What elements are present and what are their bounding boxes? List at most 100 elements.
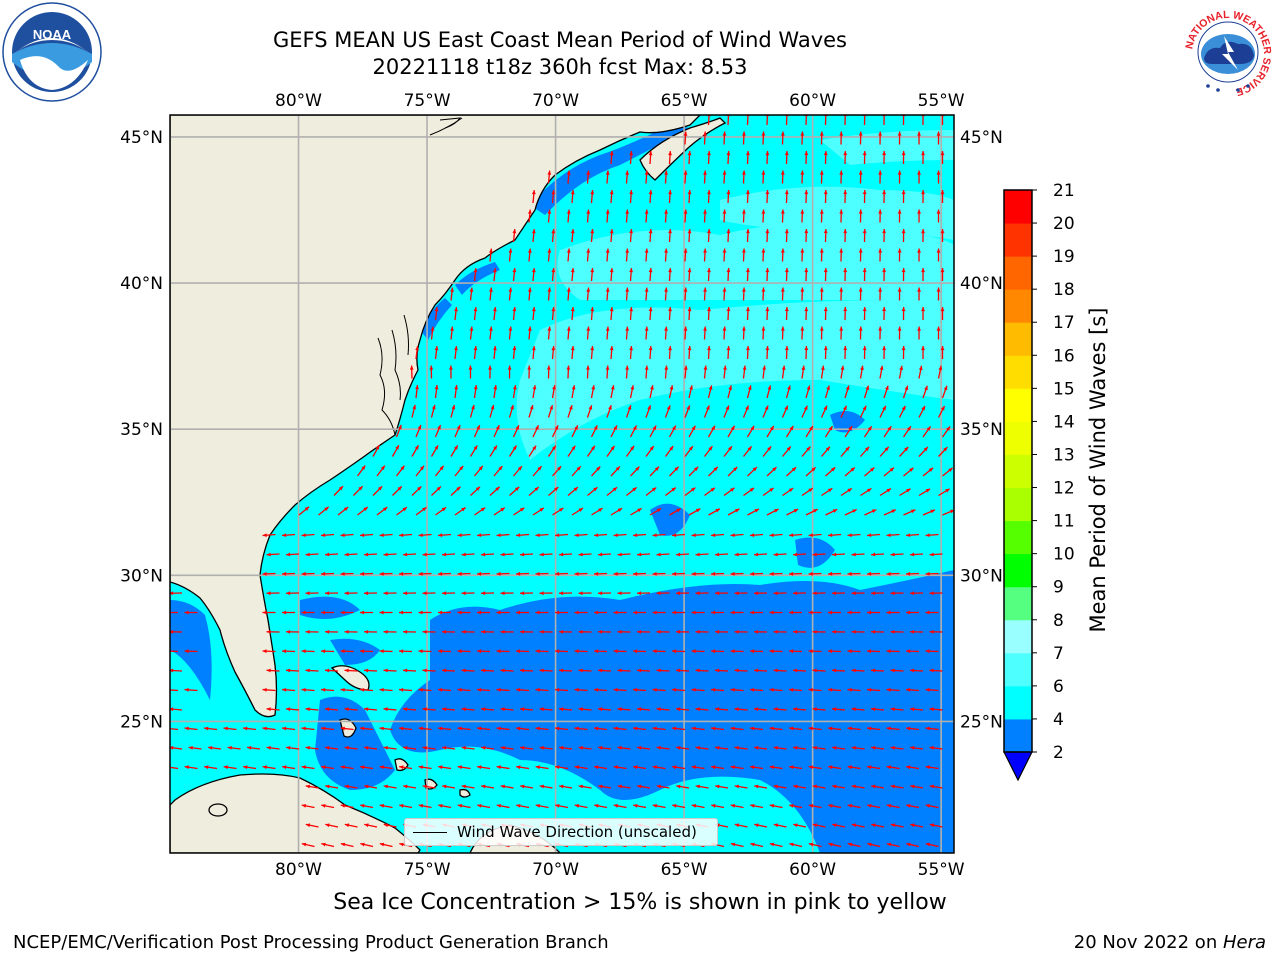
- wave-direction-arrowhead: [301, 571, 306, 576]
- wave-direction-arrowhead: [654, 466, 660, 471]
- wave-direction-arrowhead: [847, 765, 852, 770]
- left-latitude-label: 30°N: [120, 566, 163, 586]
- wave-direction-arrowhead: [566, 287, 571, 292]
- wave-direction-arrowhead: [551, 190, 556, 195]
- wave-direction-arrowhead: [761, 326, 766, 331]
- wave-direction-arrowhead: [382, 507, 388, 512]
- wave-direction-arrowhead: [668, 229, 672, 234]
- wave-direction-arrowhead: [808, 842, 814, 847]
- wave-direction-arrowhead: [889, 467, 894, 472]
- wave-direction-arrowhead: [925, 649, 930, 654]
- sea-ice-note: Sea Ice Concentration > 15% is shown in …: [333, 890, 947, 915]
- wave-direction-arrowhead: [625, 209, 630, 214]
- wave-direction-arrowhead: [695, 707, 700, 712]
- wave-direction-arrowhead: [493, 307, 497, 312]
- wave-direction-arrowhead: [890, 707, 895, 712]
- wave-direction-arrowhead: [804, 190, 809, 195]
- wave-direction-arrowhead: [546, 365, 551, 370]
- wave-direction-arrowhead: [590, 307, 595, 312]
- wave-direction-arrowhead: [789, 842, 794, 847]
- wave-direction-arrowhead: [399, 842, 404, 847]
- wave-direction-arrowhead: [496, 803, 502, 808]
- wave-direction-arrowhead: [461, 507, 466, 512]
- wave-direction-arrowhead: [637, 668, 642, 673]
- wave-direction-arrowhead: [750, 842, 755, 847]
- wave-direction-arrowhead: [788, 488, 794, 492]
- wave-direction-arrowhead: [866, 488, 872, 493]
- wave-direction-arrowhead: [520, 552, 525, 557]
- wave-direction-arrowhead: [282, 765, 287, 770]
- wave-direction-arrowhead: [832, 784, 837, 789]
- wave-direction-arrowhead: [906, 571, 911, 576]
- wave-direction-arrowhead: [477, 687, 482, 692]
- wave-direction-arrowhead: [901, 346, 906, 351]
- wave-direction-arrowhead: [683, 287, 688, 292]
- wave-direction-arrowhead: [847, 842, 853, 847]
- wave-direction-arrowhead: [808, 571, 813, 576]
- wave-direction-arrowhead: [496, 726, 501, 731]
- wave-direction-arrowhead: [305, 629, 310, 634]
- wave-direction-arrowhead: [921, 405, 925, 411]
- wave-direction-arrowhead: [644, 209, 649, 214]
- wave-direction-arrowhead: [340, 687, 345, 692]
- wave-direction-arrowhead: [613, 803, 619, 808]
- wave-direction-arrowhead: [559, 629, 564, 634]
- national-weather-service-logo: NATIONAL WEATHER SERVICE: [1179, 3, 1277, 101]
- wave-direction-arrowhead: [904, 385, 909, 391]
- wave-direction-arrowhead: [515, 425, 519, 430]
- wave-direction-arrowhead: [324, 506, 329, 511]
- wave-direction-arrowhead: [917, 248, 921, 253]
- wave-direction-arrowhead: [843, 307, 848, 312]
- wave-direction-arrowhead: [422, 784, 428, 789]
- bottom-longitude-label: 80°W: [275, 860, 322, 880]
- wave-direction-arrowhead: [828, 765, 833, 770]
- wave-direction-arrowhead: [539, 629, 544, 634]
- wave-direction-arrowhead: [627, 405, 632, 410]
- wave-direction-arrowhead: [808, 533, 813, 538]
- wave-direction-arrowhead: [461, 591, 466, 596]
- wave-direction-arrowhead: [500, 707, 505, 712]
- wave-direction-arrowhead: [804, 268, 809, 273]
- wave-direction-arrowhead: [890, 552, 895, 557]
- wave-direction-arrowhead: [266, 668, 271, 673]
- wave-direction-arrowhead: [669, 446, 674, 451]
- wave-direction-arrowhead: [442, 668, 447, 673]
- wave-direction-arrowhead: [906, 803, 911, 808]
- wave-direction-arrowhead: [672, 726, 677, 731]
- wave-direction-arrowhead: [871, 823, 876, 828]
- wave-direction-arrowhead: [531, 307, 536, 312]
- wave-direction-arrowhead: [672, 649, 677, 654]
- wave-direction-arrowhead: [742, 287, 746, 292]
- wave-direction-arrowhead: [823, 268, 828, 273]
- wave-direction-arrowhead: [687, 268, 692, 273]
- wave-direction-arrowhead: [558, 507, 564, 512]
- wave-direction-arrowhead: [578, 591, 583, 596]
- wave-direction-arrowhead: [722, 170, 727, 175]
- wave-direction-arrowhead: [832, 552, 837, 557]
- wave-direction-arrowhead: [711, 803, 716, 808]
- wave-direction-arrowhead: [551, 307, 556, 312]
- wave-direction-arrowhead: [722, 131, 727, 136]
- wave-period-zone: [315, 696, 395, 790]
- wave-direction-arrowhead: [819, 170, 824, 175]
- wave-direction-arrowhead: [789, 765, 794, 770]
- wave-direction-arrowhead: [442, 552, 447, 557]
- wave-direction-arrowhead: [921, 229, 925, 234]
- colorbar-segment: [1004, 685, 1032, 720]
- wave-direction-arrowhead: [450, 326, 454, 331]
- colorbar-segment: [1004, 553, 1032, 588]
- wave-direction-arrowhead: [858, 209, 863, 214]
- wave-direction-arrowhead: [539, 745, 544, 750]
- wave-direction-arrowhead: [555, 533, 560, 538]
- wave-direction-arrowhead: [512, 307, 517, 312]
- wave-direction-arrowhead: [730, 649, 735, 654]
- wave-direction-arrowhead: [383, 707, 388, 712]
- wave-direction-arrowhead: [793, 823, 798, 828]
- colorbar-tick-label: 14: [1053, 412, 1075, 432]
- colorbar-segment: [1004, 355, 1032, 389]
- wave-direction-arrowhead: [672, 571, 677, 576]
- host-machine: Hera: [1222, 932, 1266, 953]
- wave-direction-arrowhead: [578, 552, 583, 557]
- wave-direction-arrowhead: [422, 745, 427, 750]
